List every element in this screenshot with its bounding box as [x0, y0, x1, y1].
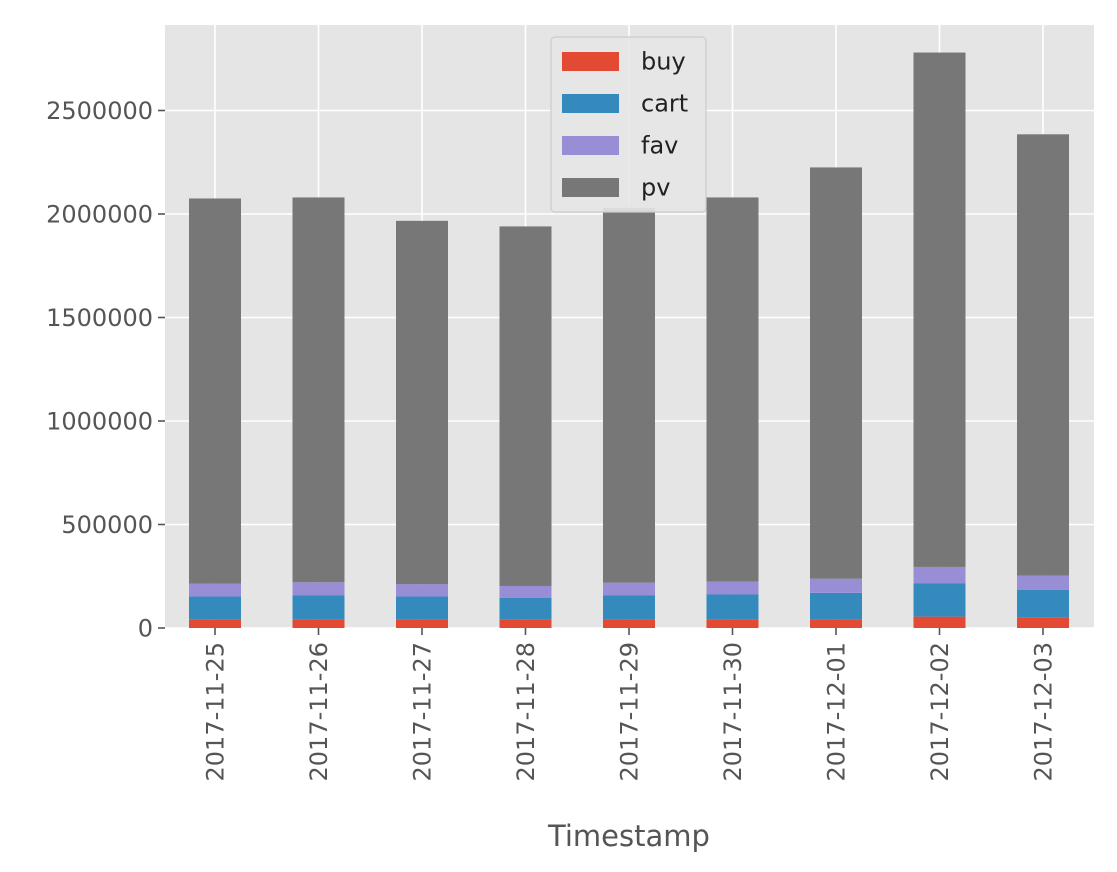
y-tick-label: 0 — [138, 615, 153, 643]
bar-fav-2017-11-25 — [189, 583, 241, 597]
bar-buy-2017-11-25 — [189, 619, 241, 628]
x-tick-label: 2017-11-27 — [409, 642, 437, 781]
x-tick-label: 2017-11-28 — [512, 642, 540, 781]
bar-pv-2017-12-03 — [1017, 134, 1069, 576]
legend-box — [550, 36, 707, 213]
x-axis-title: Timestamp — [547, 819, 710, 853]
bar-fav-2017-11-28 — [499, 585, 552, 598]
bar-fav-2017-11-27 — [396, 584, 448, 597]
bar-cart-2017-11-26 — [292, 595, 345, 620]
legend: buy cart fav pv — [550, 36, 707, 213]
y-tick-label: 1500000 — [46, 304, 153, 332]
bar-cart-2017-12-01 — [810, 592, 862, 620]
bar-stack-2017-11-29 — [603, 207, 655, 628]
bar-stack-2017-11-30 — [706, 197, 759, 628]
bar-fav-2017-12-03 — [1017, 575, 1069, 590]
bar-fav-2017-12-01 — [810, 578, 862, 593]
x-tick-label: 2017-11-30 — [719, 642, 747, 781]
bar-buy-2017-11-29 — [603, 619, 655, 628]
bar-cart-2017-11-30 — [706, 594, 759, 620]
bar-cart-2017-11-28 — [499, 597, 552, 620]
legend-label-buy: buy — [641, 48, 686, 76]
y-tick-label: 1000000 — [46, 408, 153, 436]
bar-fav-2017-11-26 — [292, 582, 345, 596]
x-tick-label: 2017-12-02 — [926, 642, 954, 781]
x-tick-label: 2017-12-03 — [1030, 642, 1058, 781]
bar-cart-2017-12-03 — [1017, 589, 1069, 618]
bar-stack-2017-11-25 — [189, 198, 241, 628]
bar-pv-2017-11-26 — [292, 197, 345, 583]
y-axis-ticks: 0 500000 1000000 1500000 2000000 2500000 — [46, 97, 165, 643]
bar-pv-2017-11-30 — [706, 197, 759, 582]
legend-swatch-buy — [562, 52, 619, 71]
legend-label-pv: pv — [641, 174, 670, 202]
bar-pv-2017-11-27 — [396, 220, 448, 585]
x-axis-ticks: 2017-11-25 2017-11-26 2017-11-27 2017-11-28… — [202, 628, 1058, 781]
bar-cart-2017-11-25 — [189, 596, 241, 620]
bar-cart-2017-11-27 — [396, 596, 448, 620]
y-tick-label: 2000000 — [46, 201, 153, 229]
bar-stack-2017-12-03 — [1017, 134, 1069, 628]
x-tick-label: 2017-11-29 — [616, 642, 644, 781]
bar-buy-2017-11-30 — [706, 619, 759, 628]
bar-stack-2017-11-26 — [292, 197, 345, 628]
y-tick-label: 500000 — [61, 511, 153, 539]
bar-cart-2017-11-29 — [603, 595, 655, 620]
bar-fav-2017-11-30 — [706, 581, 759, 595]
bar-buy-2017-11-28 — [499, 619, 552, 628]
legend-label-fav: fav — [641, 132, 678, 160]
bar-buy-2017-12-01 — [810, 619, 862, 628]
legend-swatch-cart — [562, 94, 619, 113]
bar-pv-2017-11-28 — [499, 226, 552, 586]
bar-stacks — [189, 52, 1069, 628]
bar-pv-2017-12-01 — [810, 167, 862, 579]
bar-stack-2017-11-28 — [499, 226, 552, 628]
bar-fav-2017-12-02 — [913, 566, 966, 584]
bar-buy-2017-12-03 — [1017, 617, 1069, 628]
legend-swatch-pv — [562, 178, 619, 197]
bar-pv-2017-11-25 — [189, 198, 241, 584]
legend-swatch-fav — [562, 136, 619, 155]
legend-label-cart: cart — [641, 90, 688, 118]
bar-stack-2017-12-02 — [913, 52, 966, 628]
bar-pv-2017-12-02 — [913, 52, 966, 567]
y-tick-label: 2500000 — [46, 97, 153, 125]
x-tick-label: 2017-12-01 — [823, 642, 851, 781]
bar-stack-2017-12-01 — [810, 167, 862, 628]
bar-buy-2017-11-27 — [396, 619, 448, 628]
bar-buy-2017-12-02 — [913, 616, 966, 628]
x-tick-label: 2017-11-26 — [305, 642, 333, 781]
bar-cart-2017-12-02 — [913, 583, 966, 617]
bar-fav-2017-11-29 — [603, 582, 655, 596]
bar-stack-2017-11-27 — [396, 220, 448, 628]
x-tick-label: 2017-11-25 — [202, 642, 230, 781]
bar-pv-2017-11-29 — [603, 207, 655, 583]
bar-buy-2017-11-26 — [292, 619, 345, 628]
